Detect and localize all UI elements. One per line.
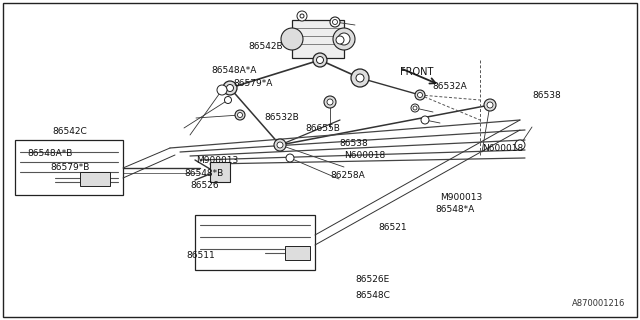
Text: N600018: N600018	[482, 143, 524, 153]
Ellipse shape	[277, 142, 283, 148]
Ellipse shape	[274, 139, 286, 151]
Ellipse shape	[225, 97, 232, 103]
Text: 86542B: 86542B	[248, 42, 283, 51]
Ellipse shape	[217, 85, 227, 95]
Text: 86526E: 86526E	[355, 276, 389, 284]
Ellipse shape	[317, 57, 323, 63]
Ellipse shape	[223, 81, 237, 95]
Text: 86521: 86521	[378, 223, 406, 233]
Text: 86526: 86526	[190, 180, 219, 189]
Ellipse shape	[281, 28, 303, 50]
Ellipse shape	[333, 20, 337, 25]
Ellipse shape	[351, 69, 369, 87]
Text: 86548*A: 86548*A	[435, 205, 474, 214]
Text: 86532A: 86532A	[432, 82, 467, 91]
Ellipse shape	[338, 33, 350, 45]
Ellipse shape	[227, 84, 234, 92]
Ellipse shape	[417, 92, 422, 98]
Text: FRONT: FRONT	[400, 67, 433, 77]
Text: 86655B: 86655B	[305, 124, 340, 132]
Text: M900013: M900013	[196, 156, 238, 164]
Text: 86548A*B: 86548A*B	[27, 148, 72, 157]
Text: 86538: 86538	[339, 139, 368, 148]
Bar	[15, 140, 123, 195]
Text: 86579*A: 86579*A	[233, 78, 273, 87]
Ellipse shape	[413, 106, 417, 110]
Ellipse shape	[515, 140, 525, 150]
Ellipse shape	[313, 53, 327, 67]
Text: A870001216: A870001216	[572, 299, 625, 308]
Text: N600018: N600018	[344, 150, 385, 159]
Text: 86548*B: 86548*B	[184, 169, 223, 178]
Ellipse shape	[356, 74, 364, 82]
Ellipse shape	[333, 28, 355, 50]
Ellipse shape	[297, 11, 307, 21]
Bar	[285, 246, 310, 260]
Ellipse shape	[286, 154, 294, 162]
Bar	[292, 20, 344, 58]
Ellipse shape	[421, 116, 429, 124]
Text: 86542C: 86542C	[52, 126, 87, 135]
Text: 86548A*A: 86548A*A	[211, 66, 257, 75]
Ellipse shape	[327, 99, 333, 105]
Ellipse shape	[300, 14, 304, 18]
Ellipse shape	[237, 113, 243, 117]
Text: M900013: M900013	[440, 193, 483, 202]
Ellipse shape	[324, 96, 336, 108]
Bar	[210, 162, 230, 182]
Text: 86511: 86511	[186, 251, 215, 260]
Text: 86548C: 86548C	[355, 291, 390, 300]
Ellipse shape	[415, 90, 425, 100]
Bar	[80, 172, 110, 186]
Text: 86579*B: 86579*B	[50, 163, 90, 172]
Ellipse shape	[484, 99, 496, 111]
Ellipse shape	[487, 102, 493, 108]
Ellipse shape	[411, 104, 419, 112]
Text: 86532B: 86532B	[264, 113, 299, 122]
Text: 86538: 86538	[532, 91, 561, 100]
Bar	[195, 215, 315, 270]
Text: 86258A: 86258A	[330, 171, 365, 180]
Ellipse shape	[235, 110, 245, 120]
Ellipse shape	[336, 36, 344, 44]
Ellipse shape	[330, 17, 340, 27]
